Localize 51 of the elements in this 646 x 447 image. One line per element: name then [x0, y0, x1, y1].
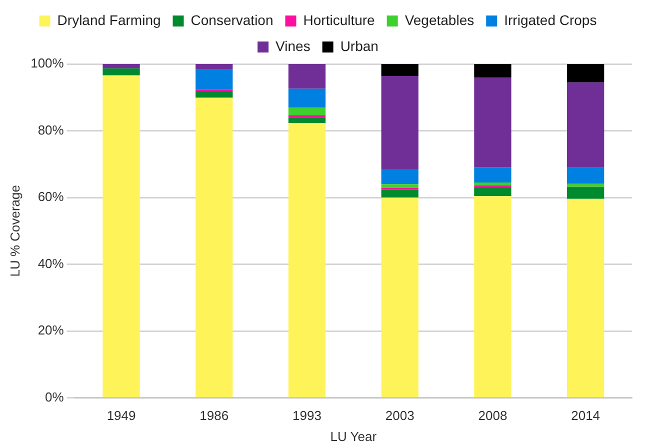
bar	[474, 64, 512, 78]
bar	[102, 68, 140, 76]
x-tick-label: 2008	[478, 408, 508, 424]
bar	[288, 88, 326, 108]
bar	[196, 91, 233, 98]
bar	[474, 167, 512, 182]
bar	[381, 190, 418, 198]
bar	[196, 98, 233, 398]
legend-label: Irrigated Crops	[504, 12, 597, 28]
y-tick-label: 20%	[38, 322, 64, 338]
bar	[567, 184, 604, 187]
bar	[474, 196, 512, 398]
bar	[381, 198, 418, 398]
bar	[474, 182, 512, 186]
bar	[196, 64, 233, 70]
legend-label: Dryland Farming	[57, 12, 161, 28]
bar	[567, 168, 604, 184]
bar	[102, 75, 140, 398]
bar	[381, 76, 418, 170]
bar	[567, 188, 604, 199]
bar	[567, 64, 604, 82]
bar	[288, 117, 326, 124]
bar	[381, 184, 418, 188]
legend-label: Conservation	[190, 12, 274, 28]
bar	[288, 64, 326, 89]
bar	[102, 64, 140, 68]
x-axis-title: LU Year	[330, 428, 378, 444]
y-axis-title: LU % Coverage	[7, 185, 22, 277]
bar	[196, 69, 233, 90]
x-tick-label: 1993	[292, 408, 322, 424]
bar	[567, 198, 604, 398]
y-tick-label: 80%	[38, 122, 64, 138]
bar	[288, 108, 326, 116]
y-tick-label: 0%	[45, 389, 64, 404]
bar	[567, 82, 604, 168]
legend-label: Horticulture	[303, 12, 376, 28]
y-tick-label: 40%	[38, 256, 64, 271]
bar	[381, 170, 418, 184]
bar	[474, 188, 512, 196]
bar	[381, 64, 418, 76]
legend-label: Vines	[276, 38, 310, 54]
x-tick-label: 1986	[200, 408, 229, 424]
x-tick-label: 1949	[106, 408, 136, 424]
legend-label: Vegetables	[404, 12, 474, 28]
y-tick-label: 100%	[30, 56, 64, 71]
bar	[474, 78, 512, 168]
legend-label: Urban	[340, 38, 378, 54]
y-tick-label: 60%	[38, 189, 64, 204]
x-tick-label: 2003	[385, 408, 414, 424]
x-tick-label: 2014	[571, 408, 600, 424]
bar	[288, 123, 326, 398]
